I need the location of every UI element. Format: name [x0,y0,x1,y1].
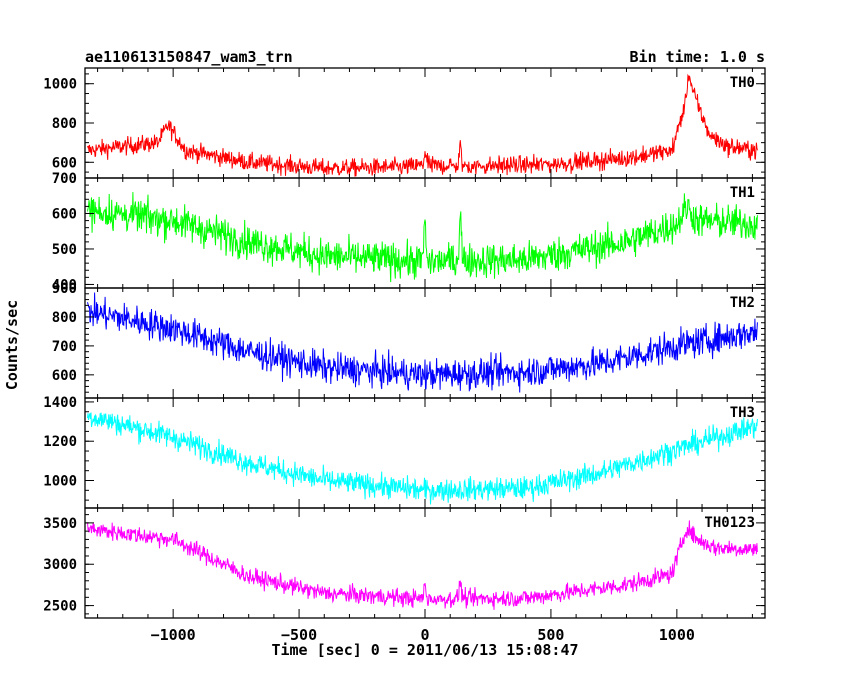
y-tick-label: 800 [52,116,77,132]
y-tick-label: 700 [52,339,77,355]
panel-th0123: 2500 3000 3500 TH0123 [43,507,766,619]
y-tick-label: 500 [52,242,77,258]
y-tick-label: 600 [52,206,77,222]
y-tick-label: 700 [52,171,77,187]
bin-time-label: Bin time: 1.0 s [630,48,765,66]
series-line-th0123 [87,520,758,610]
series-line-th3 [87,412,758,505]
panel-th1: 400 500 600 700 TH1 [52,171,766,293]
panel-name-label: TH0123 [704,515,755,531]
y-tick-label: 400 [52,277,77,293]
y-tick-label: 1000 [43,77,77,93]
x-tick-label: 500 [537,626,564,644]
y-tick-label: 600 [52,155,77,171]
series-line-th1 [87,192,758,283]
panel-name-label: TH2 [730,295,755,311]
y-axis-label: Counts/sec [3,300,21,390]
y-tick-label: 1000 [43,474,77,490]
y-tick-label: 900 [52,281,77,297]
panel-name-label: TH3 [730,405,755,421]
y-tick-label: 3500 [43,516,77,532]
panel-frame [84,507,766,619]
x-tick-label: 0 [420,626,429,644]
panel-th0: 600 800 1000 TH0 [43,67,766,179]
panel-name-label: TH0 [730,75,755,91]
series-line-th0 [87,73,758,177]
x-tick-label: −1000 [151,626,196,644]
y-tick-label: 2500 [43,599,77,615]
x-tick-label: 1000 [659,626,695,644]
y-tick-label: 1200 [43,434,77,450]
panel-frame [84,177,766,289]
panel-name-label: TH1 [730,185,755,201]
panel-frame [84,67,766,179]
series-line-th2 [87,292,758,393]
x-axis: −1000 −500 0 500 1000 [151,626,695,644]
y-tick-label: 600 [52,368,77,384]
panel-th2: 600 700 800 900 TH2 [52,281,766,399]
x-tick-label: −500 [281,626,317,644]
x-axis-label: Time [sec] 0 = 2011/06/13 15:08:47 [271,641,578,659]
chart-title: ae110613150847_wam3_trn [85,48,293,66]
y-tick-label: 3000 [43,557,77,573]
panel-th3: 1000 1200 1400 TH3 [43,395,766,509]
y-tick-label: 800 [52,310,77,326]
y-tick-label: 1400 [43,395,77,411]
